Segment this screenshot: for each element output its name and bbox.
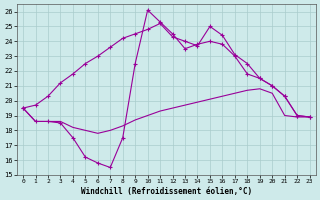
- X-axis label: Windchill (Refroidissement éolien,°C): Windchill (Refroidissement éolien,°C): [81, 187, 252, 196]
